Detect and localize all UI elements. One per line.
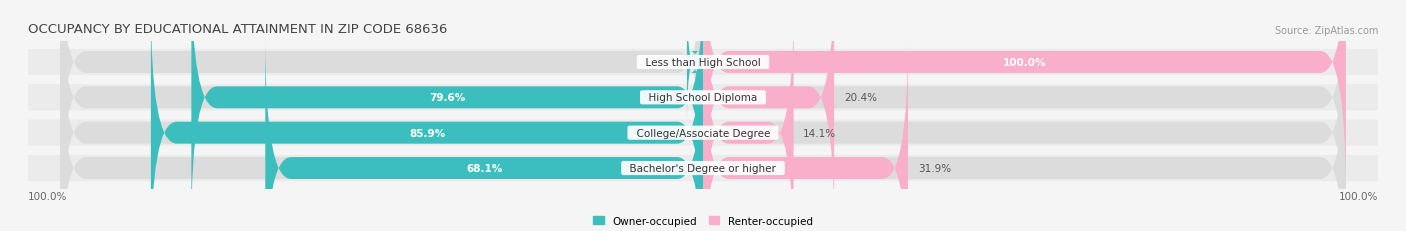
Text: 0.0%: 0.0% [654,58,681,68]
Text: 20.4%: 20.4% [844,93,877,103]
Text: 68.1%: 68.1% [465,163,502,173]
Text: 79.6%: 79.6% [429,93,465,103]
Text: 100.0%: 100.0% [1002,58,1046,68]
FancyBboxPatch shape [266,38,703,231]
Text: 100.0%: 100.0% [28,191,67,201]
Text: 85.9%: 85.9% [409,128,446,138]
Text: 100.0%: 100.0% [1339,191,1378,201]
Text: Source: ZipAtlas.com: Source: ZipAtlas.com [1274,26,1378,36]
Legend: Owner-occupied, Renter-occupied: Owner-occupied, Renter-occupied [593,216,813,226]
FancyBboxPatch shape [28,155,1378,181]
FancyBboxPatch shape [703,0,1346,228]
FancyBboxPatch shape [703,38,908,231]
FancyBboxPatch shape [703,0,1346,193]
Text: OCCUPANCY BY EDUCATIONAL ATTAINMENT IN ZIP CODE 68636: OCCUPANCY BY EDUCATIONAL ATTAINMENT IN Z… [28,23,447,36]
FancyBboxPatch shape [60,0,703,193]
FancyBboxPatch shape [191,0,703,228]
Text: Less than High School: Less than High School [638,58,768,68]
Text: 14.1%: 14.1% [803,128,837,138]
FancyBboxPatch shape [703,0,834,228]
Text: 31.9%: 31.9% [918,163,950,173]
FancyBboxPatch shape [60,3,703,231]
FancyBboxPatch shape [703,0,1346,193]
FancyBboxPatch shape [60,38,703,231]
FancyBboxPatch shape [60,0,703,228]
FancyBboxPatch shape [28,85,1378,111]
FancyBboxPatch shape [150,3,703,231]
FancyBboxPatch shape [28,120,1378,146]
FancyBboxPatch shape [703,3,1346,231]
FancyBboxPatch shape [703,3,793,231]
Text: High School Diploma: High School Diploma [643,93,763,103]
FancyBboxPatch shape [28,50,1378,76]
FancyBboxPatch shape [688,3,703,122]
Text: Bachelor's Degree or higher: Bachelor's Degree or higher [623,163,783,173]
FancyBboxPatch shape [703,38,1346,231]
Text: College/Associate Degree: College/Associate Degree [630,128,776,138]
